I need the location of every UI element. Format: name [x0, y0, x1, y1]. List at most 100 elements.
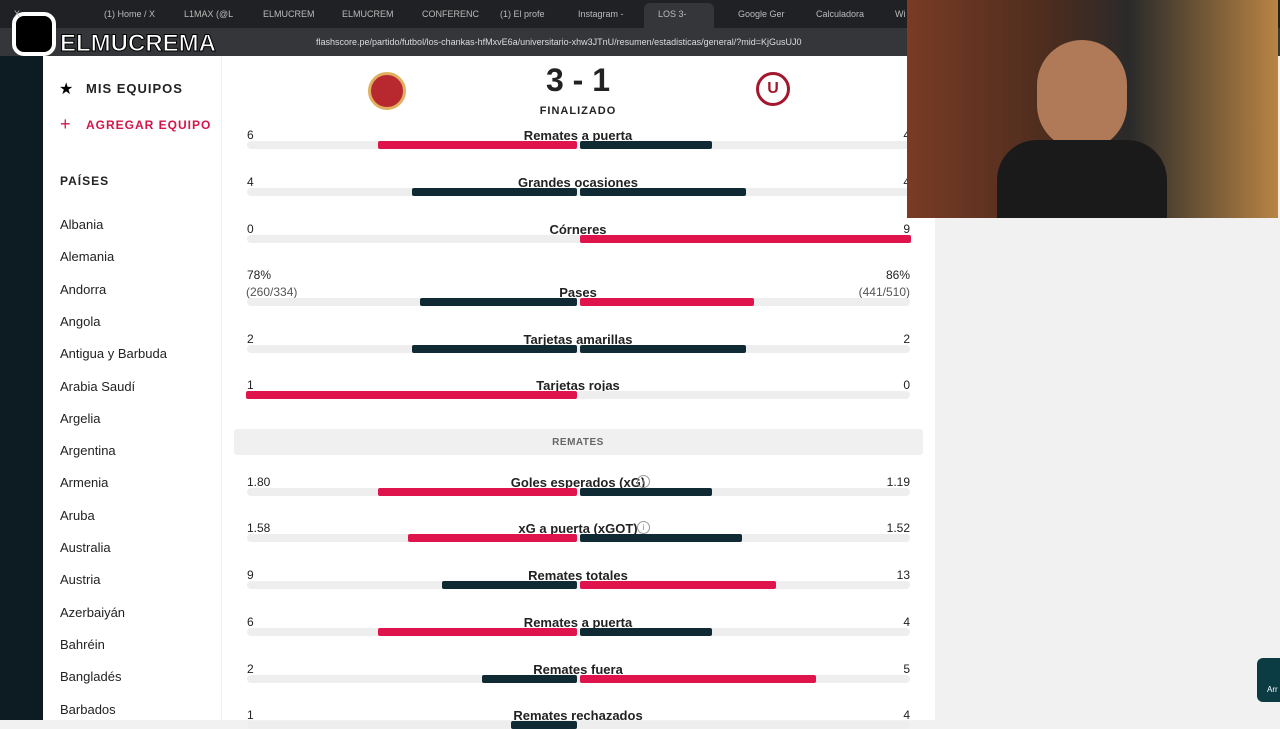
stat-label: Tarjetas amarillas: [523, 332, 633, 347]
bar-track: [247, 721, 910, 729]
bar-track: [247, 141, 910, 149]
bar-track: [247, 675, 910, 683]
stat-label: Remates rechazados: [513, 708, 643, 723]
country[interactable]: Austria: [60, 572, 101, 588]
tab[interactable]: Google Ger: [738, 9, 785, 19]
tab[interactable]: Calculadora: [816, 9, 865, 19]
country[interactable]: Angola: [60, 313, 101, 329]
away-bar: [580, 488, 712, 496]
info-icon: i: [637, 521, 650, 534]
section-title: REMATES: [552, 437, 604, 448]
home-bar: [378, 141, 577, 149]
away-value: 86%: [885, 268, 910, 282]
away-bar: [580, 345, 746, 353]
face: [1037, 40, 1127, 150]
away-value: 0: [903, 378, 910, 392]
away-bar: [580, 628, 713, 636]
tab[interactable]: Wi: [895, 9, 906, 19]
star-icon: ★: [59, 81, 74, 98]
stat-label: Remates fuera: [533, 662, 623, 677]
bar-track: [247, 188, 910, 196]
tab[interactable]: CONFERENC: [422, 9, 480, 19]
home-bar: [377, 488, 577, 496]
scroll-label: Arr: [1267, 685, 1278, 694]
stat-label: Remates a puerta: [523, 128, 633, 143]
sidebar: ★ MIS EQUIPOS + AGREGAR EQUIPO PAÍSES Al…: [43, 56, 221, 720]
bar-track: [247, 235, 910, 243]
stat-label: Remates a puerta: [523, 615, 633, 630]
home-bar: [510, 721, 577, 729]
country[interactable]: Bangladés: [60, 669, 122, 685]
home-value: 1: [247, 708, 254, 722]
away-detail: (441/510): [858, 285, 910, 299]
scroll-top[interactable]: Arr: [1257, 658, 1280, 702]
country[interactable]: Azerbaiyán: [60, 604, 126, 620]
home-value: 6: [247, 615, 254, 629]
my-teams[interactable]: MIS EQUIPOS: [86, 81, 183, 96]
tab[interactable]: Instagram -: [578, 9, 624, 19]
instagram-icon: [12, 12, 56, 56]
away-bar: [580, 298, 754, 306]
brand: ELMUCREMA: [60, 30, 217, 58]
tab[interactable]: ELMUCREM: [342, 9, 394, 19]
away-bar: [580, 534, 743, 542]
home-bar: [378, 628, 577, 636]
stat-label: Tarjetas rojas: [536, 378, 620, 393]
home-value: 78%: [247, 268, 272, 282]
country[interactable]: Armenia: [60, 475, 109, 491]
away-logo: U: [756, 72, 790, 106]
tab[interactable]: (1) El profe: [500, 9, 545, 19]
away-value: 5: [903, 662, 910, 676]
away-value: 4: [903, 615, 910, 629]
away-value: 4: [903, 175, 910, 189]
country[interactable]: Aruba: [60, 507, 95, 523]
info-icon: i: [637, 475, 650, 488]
country[interactable]: Alemania: [60, 249, 115, 265]
stat-label: Grandes ocasiones: [518, 175, 638, 190]
home-bar: [419, 298, 577, 306]
country[interactable]: Bahréin: [60, 636, 105, 652]
stat-label: xG a puerta (xGOT): [518, 521, 638, 536]
away-bar: [580, 581, 776, 589]
active-tab: [644, 3, 714, 28]
away-value: 9: [903, 222, 910, 236]
away-value: 1.52: [886, 521, 910, 535]
left-edge: [0, 0, 43, 720]
section-header: REMATES: [234, 429, 923, 455]
away-value: 2: [903, 332, 910, 346]
bar-track: [247, 298, 910, 306]
home-bar: [441, 581, 577, 589]
home-value: 2: [247, 332, 254, 346]
country[interactable]: Antigua y Barbuda: [60, 346, 167, 362]
tab[interactable]: LOS 3-: [658, 9, 687, 19]
countries-title: PAÍSES: [60, 174, 110, 188]
home-value: 2: [247, 662, 254, 676]
url[interactable]: flashscore.pe/partido/futbol/los-chankas…: [316, 37, 802, 47]
country[interactable]: Argentina: [60, 443, 116, 459]
country[interactable]: Barbados: [60, 701, 116, 717]
home-bar: [482, 675, 577, 683]
tab[interactable]: ELMUCREM: [263, 9, 315, 19]
add-team[interactable]: AGREGAR EQUIPO: [86, 118, 212, 132]
stat-label: Remates totales: [528, 568, 628, 583]
away-bar: [580, 235, 911, 243]
bar-track: [247, 628, 910, 636]
tab[interactable]: X: [14, 9, 21, 19]
away-value: 4: [903, 708, 910, 722]
country[interactable]: Albania: [60, 217, 104, 232]
home-value: 1.80: [247, 475, 271, 489]
home-bar: [246, 391, 577, 399]
country[interactable]: Australia: [60, 540, 111, 555]
status: FINALIZADO: [539, 105, 617, 117]
tab[interactable]: (1) Home / X: [104, 9, 156, 19]
shirt: [997, 140, 1167, 218]
home-bar: [408, 534, 577, 542]
country[interactable]: Argelia: [60, 410, 101, 426]
country[interactable]: Arabia Saudí: [60, 378, 136, 394]
home-value: 6: [247, 128, 254, 142]
home-bar: [411, 188, 577, 196]
country[interactable]: Andorra: [60, 281, 107, 297]
tab[interactable]: L1MAX (@L: [184, 9, 234, 19]
stat-label: Pases: [559, 285, 597, 300]
score: 3 - 1: [545, 62, 611, 98]
